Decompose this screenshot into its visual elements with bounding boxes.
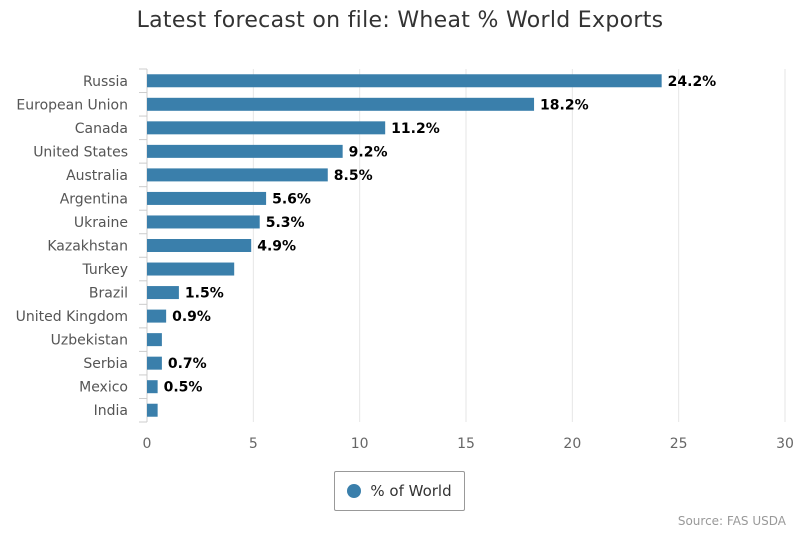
data-label: 5.3%	[266, 215, 305, 231]
data-label: 8.5%	[334, 168, 373, 184]
data-label: 4.9%	[257, 239, 296, 255]
bar[interactable]	[147, 403, 158, 417]
category-label: Turkey	[81, 262, 128, 278]
bar[interactable]	[147, 309, 167, 323]
bar[interactable]	[147, 215, 260, 229]
data-label: 18.2%	[540, 97, 589, 113]
category-label: Kazakhstan	[47, 239, 128, 255]
bar[interactable]	[147, 380, 158, 394]
bar[interactable]	[147, 191, 267, 205]
category-label: Argentina	[60, 191, 128, 207]
bar[interactable]	[147, 121, 386, 135]
category-label: Mexico	[79, 380, 128, 396]
bar[interactable]	[147, 97, 535, 111]
category-labels: Russia European Union Canada United States A…	[16, 74, 128, 419]
x-tick-label: 0	[143, 436, 152, 452]
bar[interactable]	[147, 333, 162, 347]
legend-series-label: % of World	[370, 482, 452, 500]
data-label: 24.2%	[668, 74, 717, 90]
data-label: 0.7%	[168, 356, 207, 372]
category-label: United States	[33, 144, 128, 160]
bar[interactable]	[147, 239, 252, 252]
data-label: 9.2%	[349, 144, 388, 160]
bar[interactable]	[147, 168, 328, 182]
data-label: 0.9%	[172, 309, 211, 325]
legend-series-marker	[347, 484, 362, 498]
chart-title: Latest forecast on file: Wheat % World E…	[136, 8, 664, 33]
category-label: India	[94, 403, 128, 419]
x-tick-label: 5	[249, 436, 258, 452]
category-label: Brazil	[89, 286, 128, 302]
category-label: European Union	[16, 97, 128, 113]
category-label: Ukraine	[74, 215, 128, 231]
x-tick-label: 15	[457, 436, 475, 452]
bars	[147, 74, 662, 417]
bar[interactable]	[147, 286, 179, 300]
category-label: Serbia	[83, 356, 128, 372]
data-label: 0.5%	[164, 380, 203, 396]
x-tick-label: 10	[351, 436, 369, 452]
y-axis	[139, 68, 148, 423]
x-tick-label: 25	[670, 436, 688, 452]
category-label: Russia	[83, 74, 128, 90]
bar[interactable]	[147, 262, 235, 276]
bar[interactable]	[147, 74, 662, 88]
legend[interactable]: % of World	[334, 471, 465, 511]
data-label: 1.5%	[185, 286, 224, 302]
category-label: Canada	[75, 121, 128, 137]
x-tick-label: 30	[776, 436, 794, 452]
source-credit[interactable]: Source: FAS USDA	[677, 514, 786, 528]
data-label: 11.2%	[391, 121, 440, 137]
category-label: Australia	[66, 168, 128, 184]
category-label: Uzbekistan	[51, 333, 128, 349]
bar[interactable]	[147, 356, 162, 370]
data-labels: 24.2% 18.2% 11.2%9.2% 8.5% 5.6% 5.3% 4.9% 1.5% 0…	[164, 74, 717, 396]
bar[interactable]	[147, 144, 343, 158]
x-tick-labels: 0 5 10 15 20 25 30	[143, 436, 794, 452]
x-tick-label: 20	[563, 436, 581, 452]
data-label: 5.6%	[272, 191, 311, 207]
category-label: United Kingdom	[16, 309, 128, 325]
